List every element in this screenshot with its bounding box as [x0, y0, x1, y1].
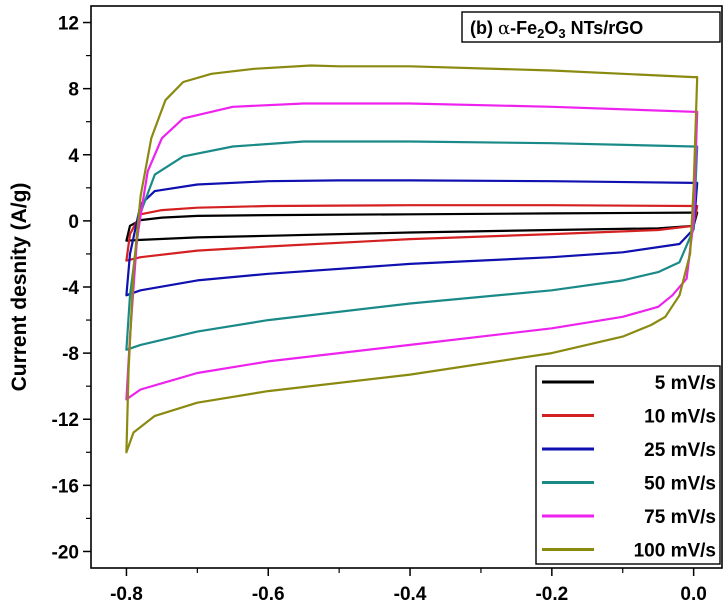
plot-frame	[90, 5, 723, 569]
panel-label-material: -Fe	[510, 18, 537, 38]
x-tick-label: -0.8	[110, 584, 143, 605]
y-axis-title: Current desnity (A/g)	[8, 183, 31, 392]
y-tick-label: 8	[68, 80, 79, 101]
y-tick-label: 4	[68, 146, 79, 167]
y-tick-label: -16	[52, 476, 79, 497]
legend-label-3: 50 mV/s	[644, 474, 716, 495]
cv-curve-0	[125, 211, 699, 242]
y-tick-label: 0	[68, 212, 79, 233]
x-tick-label: -0.6	[252, 584, 285, 605]
y-axis-title-group: Current desnity (A/g)	[8, 183, 31, 392]
legend-label-5: 100 mV/s	[634, 541, 716, 562]
panel-label-frame	[461, 11, 721, 43]
panel-label-box: (b) α-Fe2O3 NTs/rGO	[461, 11, 721, 43]
cv-curve-3	[125, 140, 699, 351]
x-tick-label: -0.2	[535, 584, 568, 605]
panel-label-suffix: NTs/rGO	[566, 18, 644, 38]
legend-label-0: 5 mV/s	[655, 373, 716, 394]
y-tick-label: -8	[62, 344, 79, 365]
panel-label-o: O	[544, 18, 558, 38]
x-tick-label: 0.0	[680, 584, 706, 605]
x-axis-ticks: -0.8 -0.6 -0.4 -0.2 0.0	[110, 568, 707, 605]
y-tick-label: 12	[58, 14, 79, 35]
legend: 5 mV/s 10 mV/s 25 mV/s 50 mV/s 75 mV/s 100 mV…	[535, 365, 721, 565]
y-tick-label: -12	[52, 410, 79, 431]
panel-label-subscript-2: 3	[558, 26, 565, 41]
cv-curve-5	[125, 64, 699, 454]
x-tick-label: -0.4	[394, 584, 427, 605]
legend-label-4: 75 mV/s	[644, 507, 716, 528]
panel-label-subscript-1: 2	[537, 26, 544, 41]
legend-label-1: 10 mV/s	[644, 407, 716, 428]
panel-label: (b) α-Fe2O3 NTs/rGO	[470, 18, 643, 41]
y-tick-label: -20	[52, 542, 79, 563]
legend-label-2: 25 mV/s	[644, 440, 716, 461]
panel-label-alpha: α	[498, 18, 510, 39]
y-axis-ticks: 12 8 4 0 -4 -8 -12 -16 -20	[52, 14, 91, 563]
panel-label-prefix: (b)	[470, 18, 498, 38]
y-tick-label: -4	[62, 278, 79, 299]
cv-curves	[125, 64, 699, 454]
legend-frame	[535, 365, 721, 565]
cv-curve-4	[125, 102, 699, 401]
